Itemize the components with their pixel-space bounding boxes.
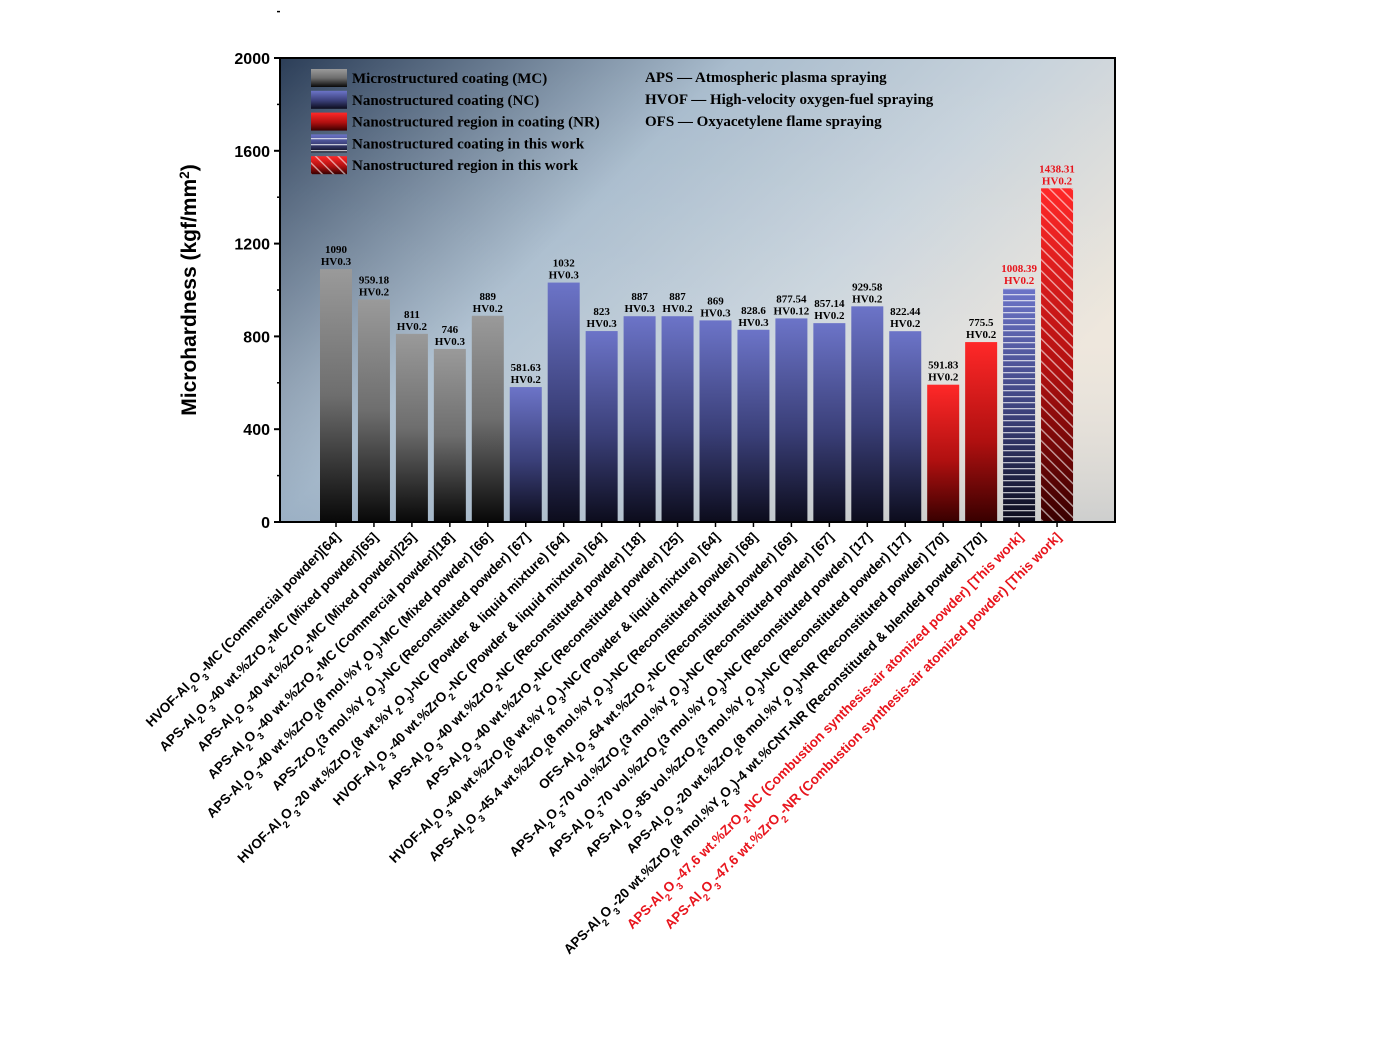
bar-value-label: 1090 xyxy=(325,244,348,256)
bar-load-label: HV0.2 xyxy=(890,318,921,330)
y-tick-label: 2000 xyxy=(234,51,270,68)
bar-load-label: HV0.2 xyxy=(852,293,883,305)
bar-load-label: HV0.2 xyxy=(397,321,428,333)
bar-load-label: HV0.2 xyxy=(928,372,959,384)
y-tick-label: 1600 xyxy=(234,144,270,161)
legend-label: Nanostructured region in this work xyxy=(352,158,579,174)
bar-load-label: HV0.3 xyxy=(549,270,580,282)
bar xyxy=(433,348,466,522)
bar-load-label: HV0.2 xyxy=(359,286,390,298)
abbreviation-notes: APS — Atmospheric plasma spraying HVOF — … xyxy=(645,70,934,130)
bar-value-label: 857.14 xyxy=(814,298,845,310)
bar xyxy=(585,331,618,522)
legend-label: Nanostructured coating in this work xyxy=(352,136,585,152)
legend: Microstructured coating (MC) Nanostructur… xyxy=(311,69,600,175)
bar-load-label: HV0.2 xyxy=(662,303,693,315)
x-category-label: APS-Al2O3-47.6 wt.%ZrO2-NC (Combustion s… xyxy=(624,530,1030,936)
bar-value-label: 1438.31 xyxy=(1039,163,1075,175)
bar-load-label: HV0.3 xyxy=(321,256,352,268)
bar-value-label: 591.83 xyxy=(928,360,959,372)
y-axis: 0 400 800 1200 1600 2000 xyxy=(234,10,280,532)
bar-load-label: HV0.12 xyxy=(774,305,810,317)
y-tick-label: 400 xyxy=(243,422,270,439)
bar-load-label: HV0.2 xyxy=(511,374,542,386)
bar-value-label: 1032 xyxy=(553,258,576,270)
bar-load-label: HV0.2 xyxy=(966,329,997,341)
y-tick-label: 1200 xyxy=(234,237,270,254)
bar xyxy=(471,315,504,522)
bar-value-label: 929.58 xyxy=(852,281,883,293)
bar-hatch xyxy=(1003,288,1036,522)
legend-swatch-hatch xyxy=(311,156,347,175)
bar-load-label: HV0.3 xyxy=(738,317,769,329)
abbreviation-note: OFS — Oxyacetylene flame spraying xyxy=(645,114,882,130)
bar-load-label: HV0.3 xyxy=(624,303,655,315)
bar-value-label: 869 xyxy=(707,295,724,307)
bar xyxy=(509,387,542,522)
bar-value-label: 581.63 xyxy=(511,362,542,374)
bar-load-label: HV0.3 xyxy=(700,307,731,319)
bar xyxy=(395,333,428,522)
bar-value-label: 822.44 xyxy=(890,306,921,318)
bar-value-label: 746 xyxy=(442,324,459,336)
bar-hatch xyxy=(1041,188,1074,522)
bar xyxy=(965,342,998,522)
bar-load-label: HV0.2 xyxy=(814,310,845,322)
bar xyxy=(775,318,808,522)
bar-value-label: 887 xyxy=(631,291,648,303)
bar-load-label: HV0.2 xyxy=(473,303,504,315)
legend-label: Microstructured coating (MC) xyxy=(352,71,547,87)
abbreviation-note: HVOF — High-velocity oxygen-fuel sprayin… xyxy=(645,92,934,108)
bar xyxy=(357,299,390,522)
abbreviation-note: APS — Atmospheric plasma spraying xyxy=(645,70,887,86)
bar-load-label: HV0.2 xyxy=(1004,275,1035,287)
bar-load-label: HV0.3 xyxy=(587,318,618,330)
bar xyxy=(661,316,694,522)
bar-load-label: HV0.3 xyxy=(435,336,466,348)
x-category-labels: HVOF-Al2O3-MC (Commercial powder)[64]APS… xyxy=(143,522,1068,957)
bar-value-label: 887 xyxy=(669,291,686,303)
bar xyxy=(851,306,884,522)
x-category-label: APS-Al2O3-47.6 wt.%ZrO2-NR (Combustion s… xyxy=(662,530,1068,936)
bar-value-label: 1008.39 xyxy=(1001,263,1037,275)
bar xyxy=(927,384,960,522)
bar xyxy=(737,329,770,522)
bar-value-label: 889 xyxy=(480,291,497,303)
bar-value-label: 959.18 xyxy=(359,274,390,286)
bar xyxy=(320,269,352,522)
bar-value-label: 811 xyxy=(404,309,420,321)
y-axis-label: Microhardness (kgf/mm2) xyxy=(177,164,202,415)
bar xyxy=(547,282,580,522)
legend-label: Nanostructured region in coating (NR) xyxy=(352,115,600,131)
bar-value-label: 828.6 xyxy=(741,305,766,317)
bar xyxy=(813,323,846,522)
bar-value-label: 877.54 xyxy=(776,293,807,305)
legend-swatch xyxy=(311,112,347,131)
legend-swatch-hatch xyxy=(311,134,347,153)
y-tick-label: 0 xyxy=(261,515,270,532)
legend-swatch xyxy=(311,69,347,87)
bar-group xyxy=(320,188,1074,522)
bar xyxy=(699,320,732,522)
bar-value-label: 775.5 xyxy=(969,317,994,329)
y-tick-label: 800 xyxy=(243,329,270,346)
bar-load-label: HV0.2 xyxy=(1042,175,1073,187)
legend-swatch xyxy=(311,90,347,109)
bar xyxy=(623,316,656,522)
legend-label: Nanostructured coating (NC) xyxy=(352,93,539,109)
bar xyxy=(889,331,922,522)
bar-value-label: 823 xyxy=(593,306,610,318)
